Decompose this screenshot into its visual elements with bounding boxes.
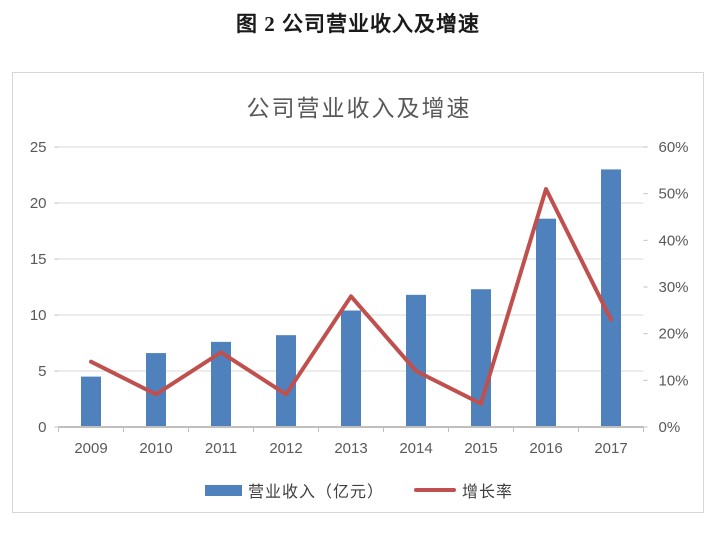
chart-title: 公司营业收入及增速: [246, 96, 472, 121]
growth-line-swatch-icon: [414, 488, 456, 492]
x-axis-label: 2009: [74, 440, 107, 457]
revenue-bar-2011: [211, 341, 231, 427]
left-axis-tick-label: 0: [38, 419, 46, 436]
revenue-bar-2014: [406, 294, 426, 427]
chart-container: 0 5 10 15 20 25 0% 10% 20% 30% 40% 50% 60% 2009 2010 20…: [12, 72, 704, 513]
revenue-bar-2013: [341, 310, 361, 427]
revenue-bar-2015: [471, 289, 491, 427]
x-axis-label: 2011: [205, 440, 237, 457]
left-axis-tick-label: 5: [38, 363, 46, 380]
x-axis-label: 2014: [399, 440, 432, 457]
legend-item-revenue: 营业收入（亿元）: [204, 478, 384, 502]
left-axis-tick-label: 15: [30, 251, 47, 268]
right-axis-tick-label: 40%: [659, 232, 689, 249]
x-axis-label: 2015: [464, 440, 497, 457]
right-axis-tick-label: 30%: [659, 279, 689, 296]
figure-caption: 图 2 公司营业收入及增速: [236, 12, 480, 36]
x-axis-label: 2016: [529, 440, 562, 457]
left-axis-tick-label: 20: [30, 195, 47, 212]
left-axis-tick-label: 10: [30, 307, 47, 324]
revenue-bar-2012: [276, 335, 296, 427]
legend-item-growth: 增长率: [414, 478, 513, 502]
revenue-bar-2017: [601, 169, 621, 427]
x-axis-label: 2010: [139, 440, 172, 457]
right-axis-tick-label: 0%: [659, 419, 681, 436]
growth-rate-line: [89, 187, 613, 406]
revenue-bar-2009: [81, 376, 101, 427]
x-axis-label: 2017: [594, 440, 627, 457]
legend-label-revenue: 营业收入（亿元）: [247, 484, 384, 501]
revenue-bar-2010: [146, 353, 166, 427]
x-axis-label: 2012: [269, 440, 302, 457]
revenue-bar-swatch-icon: [204, 484, 242, 496]
combo-chart-svg: 0 5 10 15 20 25 0% 10% 20% 30% 40% 50% 60% 2009 2010 20…: [30, 139, 689, 457]
right-axis-tick-label: 50%: [659, 186, 689, 203]
revenue-bar-2016: [536, 218, 556, 427]
chart-legend: 营业收入（亿元） 增长率: [13, 478, 705, 502]
right-axis-tick-label: 10%: [659, 372, 689, 389]
right-axis-tick-label: 20%: [659, 326, 689, 343]
legend-label-growth: 增长率: [462, 484, 514, 501]
left-axis-tick-label: 25: [30, 139, 47, 156]
right-axis-tick-label: 60%: [659, 139, 689, 156]
x-axis-label: 2013: [334, 440, 367, 457]
